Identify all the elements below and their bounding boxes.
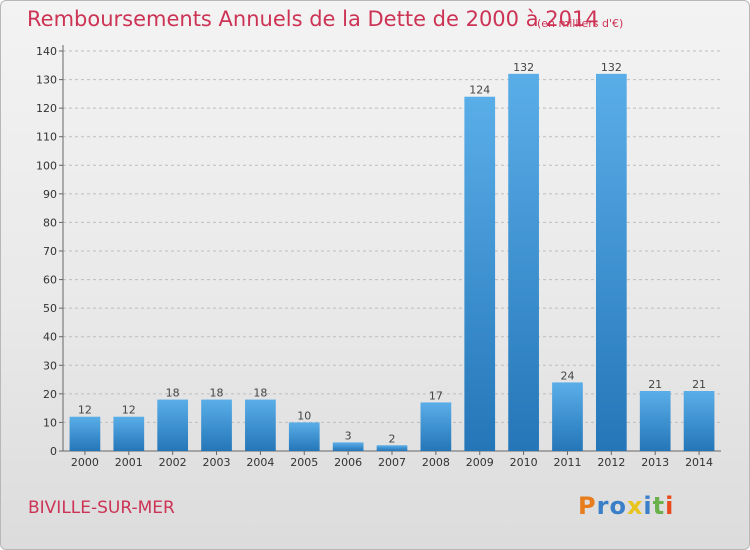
x-tick-label: 2014 — [685, 456, 713, 469]
data-label: 12 — [122, 404, 136, 417]
bar — [69, 416, 101, 451]
x-tick-label: 2011 — [553, 456, 581, 469]
x-tick-label: 2006 — [334, 456, 362, 469]
data-label: 132 — [513, 61, 534, 74]
data-label: 18 — [253, 387, 267, 400]
proxiti-logo[interactable]: Proxiti — [578, 492, 674, 520]
logo-letter: P — [578, 492, 597, 520]
y-tick-label: 10 — [43, 416, 57, 429]
x-tick-label: 2005 — [290, 456, 318, 469]
logo-letter: r — [596, 492, 610, 520]
y-tick-label: 50 — [43, 302, 57, 315]
logo-letter: i — [665, 492, 675, 520]
x-tick-label: 2002 — [159, 456, 187, 469]
x-tick-label: 2008 — [422, 456, 450, 469]
y-tick-label: 20 — [43, 388, 57, 401]
bar — [201, 399, 232, 451]
bar — [464, 96, 496, 451]
data-label: 2 — [389, 432, 396, 445]
chart-unit: (en milliers d'€) — [537, 17, 624, 30]
logo-letter: t — [652, 492, 666, 520]
logo-letter: i — [643, 492, 653, 520]
x-tick-label: 2010 — [510, 456, 538, 469]
y-tick-label: 70 — [43, 245, 57, 258]
y-tick-label: 0 — [50, 445, 57, 458]
bar — [332, 442, 364, 451]
bar — [376, 445, 408, 451]
commune-name: BIVILLE-SUR-MER — [28, 498, 175, 518]
data-label: 132 — [601, 61, 622, 74]
y-tick-label: 30 — [43, 359, 57, 372]
x-tick-label: 2004 — [246, 456, 274, 469]
bar — [639, 391, 671, 451]
bar — [157, 399, 189, 451]
logo-letter: x — [626, 492, 644, 520]
y-tick-label: 60 — [43, 274, 57, 287]
bar — [420, 402, 452, 451]
data-label: 18 — [166, 387, 180, 400]
data-label: 21 — [692, 378, 706, 391]
y-tick-label: 80 — [43, 216, 57, 229]
bar — [113, 416, 145, 451]
x-tick-label: 2009 — [466, 456, 494, 469]
y-tick-label: 40 — [43, 331, 57, 344]
x-tick-label: 2013 — [641, 456, 669, 469]
bar — [595, 73, 627, 451]
y-tick-label: 90 — [43, 188, 57, 201]
bar — [288, 422, 320, 451]
chart-title: Remboursements Annuels de la Dette de 20… — [27, 7, 599, 31]
bar — [245, 399, 276, 451]
bar — [508, 73, 539, 451]
data-label: 12 — [78, 404, 92, 417]
data-label: 17 — [429, 389, 443, 402]
y-tick-label: 140 — [36, 45, 57, 58]
x-tick-label: 2000 — [71, 456, 99, 469]
x-tick-label: 2003 — [203, 456, 231, 469]
logo-letter: o — [609, 492, 627, 520]
data-label: 21 — [648, 378, 662, 391]
data-label: 18 — [210, 387, 224, 400]
data-label: 10 — [297, 409, 311, 422]
data-label: 24 — [560, 369, 574, 382]
y-tick-label: 120 — [36, 102, 57, 115]
bar — [552, 382, 583, 451]
label-layer: 12 12 18 18 18 10 3 2 17 124 132 24 132 21 21 — [78, 61, 706, 445]
bar — [683, 391, 715, 451]
x-tick-label: 2012 — [597, 456, 625, 469]
x-tick-label: 2001 — [115, 456, 143, 469]
y-tick-label: 100 — [36, 159, 57, 172]
x-tick-label: 2007 — [378, 456, 406, 469]
bar-layer — [69, 73, 715, 451]
y-tick-label: 110 — [36, 131, 57, 144]
data-label: 3 — [345, 429, 352, 442]
data-label: 124 — [469, 84, 490, 97]
y-tick-label: 130 — [36, 74, 57, 87]
